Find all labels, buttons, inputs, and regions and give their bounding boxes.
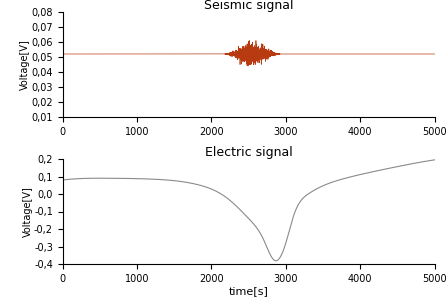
Title: Electric signal: Electric signal xyxy=(205,146,293,159)
Y-axis label: Voltage[V]: Voltage[V] xyxy=(20,39,30,90)
Y-axis label: Voltage[V]: Voltage[V] xyxy=(22,186,33,237)
Title: Seismic signal: Seismic signal xyxy=(204,0,293,12)
X-axis label: time[s]: time[s] xyxy=(228,286,269,296)
